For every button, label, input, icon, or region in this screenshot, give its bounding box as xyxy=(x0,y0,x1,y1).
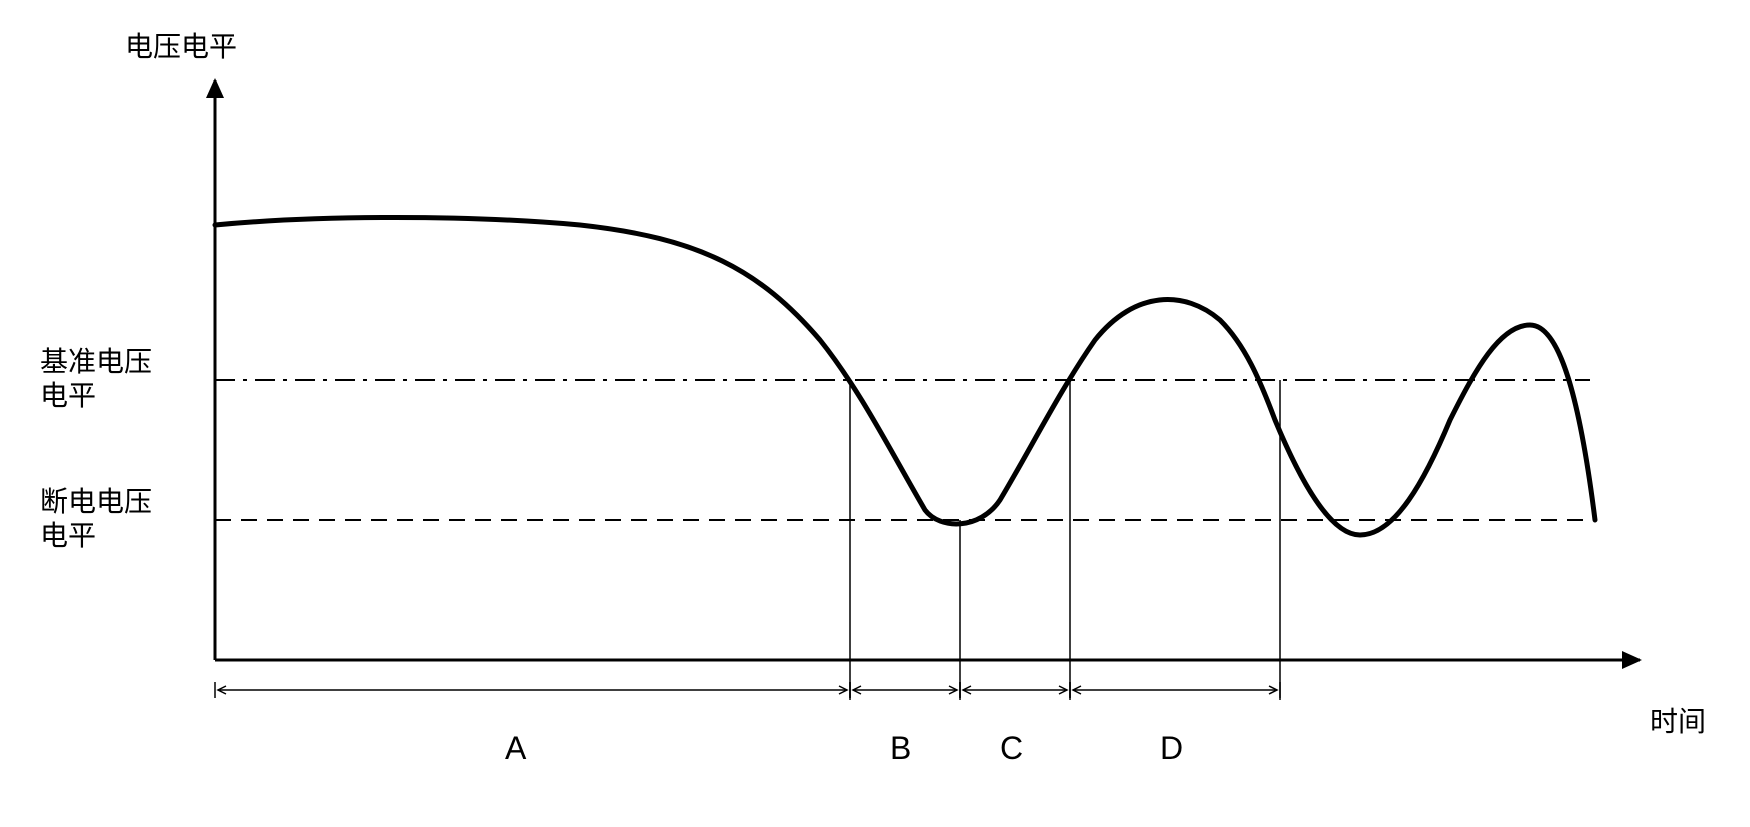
y-axis-label: 电压电平 xyxy=(125,30,237,64)
region-label-C: C xyxy=(1000,730,1023,767)
voltage-time-diagram: 电压电平 时间 基准电压电平 断电电压电平 A B C D xyxy=(20,20,1750,807)
diagram-svg xyxy=(20,20,1750,807)
x-axis-label: 时间 xyxy=(1650,705,1706,739)
region-label-D: D xyxy=(1160,730,1183,767)
region-label-B: B xyxy=(890,730,911,767)
x-axis-arrow xyxy=(1622,651,1642,669)
cutoff-voltage-label: 断电电压电平 xyxy=(40,485,152,552)
ref-voltage-label: 基准电压电平 xyxy=(40,345,152,412)
voltage-curve xyxy=(215,218,1595,536)
region-label-A: A xyxy=(505,730,526,767)
y-axis-arrow xyxy=(206,78,224,98)
